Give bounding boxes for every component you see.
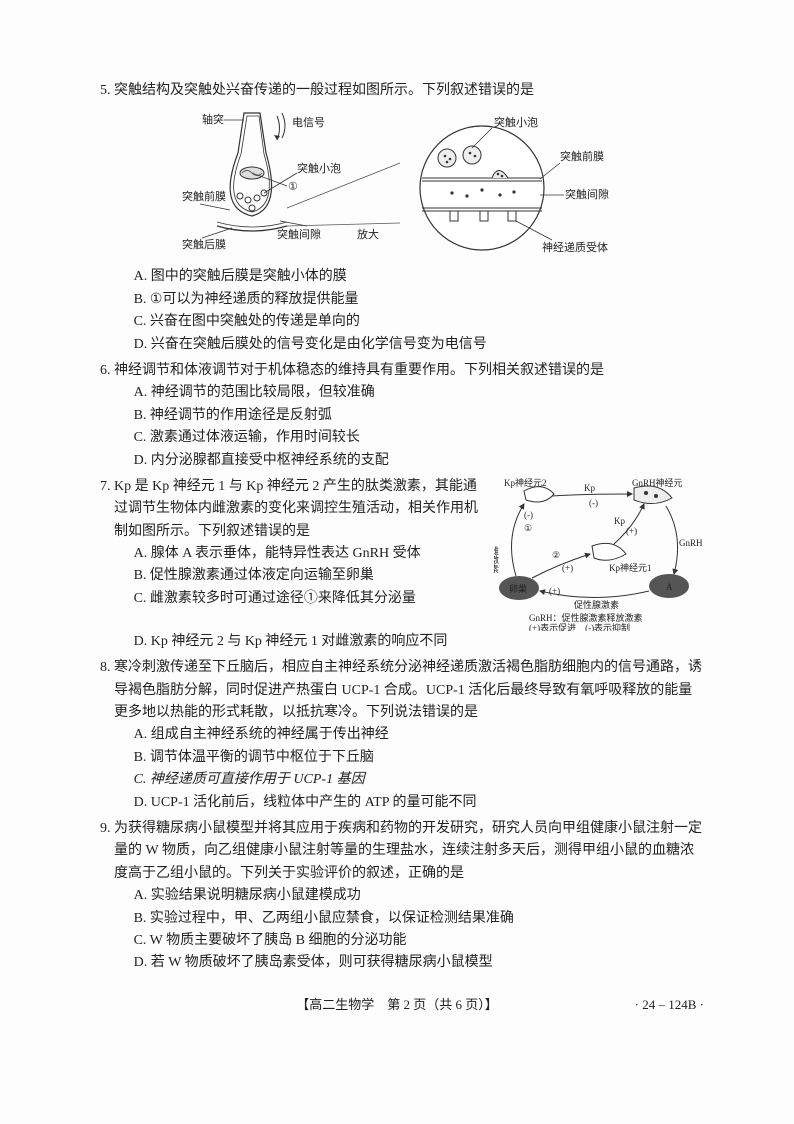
q7-label-plus2: (+): [549, 586, 560, 596]
q6-opt-d: D. 内分泌腺都直接受中枢神经系统的支配: [134, 450, 704, 472]
q5-label-signal: 电信号: [292, 116, 325, 129]
q7-label-ovary: 卵巢: [509, 583, 527, 594]
q5-label-cleft: 突触间隙: [277, 227, 321, 241]
q5-label-pre: 突触前膜: [182, 189, 226, 203]
q5-stem: 5. 突触结构及突触处兴奋传递的一般过程如图所示。下列叙述错误的是: [114, 80, 704, 102]
q5-opt-c: C. 兴奋在图中突触处的传递是单向的: [134, 311, 704, 333]
q7-label-two: ②: [552, 550, 560, 560]
q8-opt-c: C. 神经递质可直接作用于 UCP-1 基因: [134, 769, 704, 791]
q7-label-kp1: Kp神经元1: [609, 562, 652, 573]
page-footer-right: · 24 – 124B ·: [635, 995, 704, 1016]
q5-figure: 轴突 电信号 突触小泡 ① 突触前膜 突触后膜 突触间隙 放大: [100, 108, 704, 258]
q9-opt-b: B. 实验过程中，甲、乙两组小鼠应禁食，以保证检测结果准确: [134, 908, 704, 930]
q5-opt-d: D. 兴奋在突触后膜处的信号变化是由化学信号变为电信号: [134, 334, 704, 356]
q7-legend2: (+)表示促进 (-)表示抑制: [529, 622, 630, 631]
q7-label-kp2: Kp神经元2: [504, 477, 547, 488]
q7-label-gnrh: GnRH: [679, 538, 703, 548]
q5-opt-b: B. ①可以为神经递质的释放提供能量: [134, 289, 704, 311]
q6-stem: 6. 神经调节和体液调节对于机体稳态的维持具有重要作用。下列相关叙述错误的是: [114, 360, 704, 382]
q5-opt-a: A. 图中的突触后膜是突触小体的膜: [134, 266, 704, 288]
q6-opt-c: C. 激素通过体液运输，作用时间较长: [134, 427, 704, 449]
q8-stem: 8. 寒冷刺激传递至下丘脑后，相应自主神经系统分泌神经递质激活褐色脂肪细胞内的信…: [114, 657, 704, 724]
q7-label-gnrhn: GnRH神经元: [632, 477, 683, 488]
q6-opt-a: A. 神经调节的范围比较局限，但较准确: [134, 382, 704, 404]
q5-label-post: 突触后膜: [182, 237, 226, 251]
q5-label-vesicle: 突触小泡: [297, 161, 341, 175]
q5-label-axon: 轴突: [202, 112, 224, 126]
q7-opt-b: B. 促性腺激素通过体液定向运输至卵巢: [134, 565, 484, 587]
q8-opt-d: D. UCP-1 活化前后，线粒体中产生的 ATP 的量可能不同: [134, 792, 704, 814]
q7-label-est: 雌激素: [494, 545, 499, 573]
q7-figure: Kp神经元2 GnRH神经元 Kp神经元1 A 卵巢 Kp: [494, 476, 704, 631]
q7-label-A: A: [666, 582, 673, 592]
q7-opt-d: D. Kp 神经元 2 与 Kp 神经元 1 对雌激素的响应不同: [134, 631, 704, 653]
q9-opt-d: D. 若 W 物质破坏了胰岛素受体，则可获得糖尿病小鼠模型: [134, 952, 704, 974]
q5-label-one: ①: [288, 181, 298, 193]
q7-label-kp-a: Kp: [584, 483, 595, 493]
q8-opt-a: A. 组成自主神经系统的神经属于传出神经: [134, 724, 704, 746]
q7-label-plus3: (+): [562, 563, 573, 573]
q7-label-plus1: (+): [626, 526, 637, 536]
q7-label-kp-b: Kp: [614, 516, 625, 526]
q7-label-gonad: 促性腺激素: [574, 599, 619, 610]
q5-label-vesicle2: 突触小泡: [494, 115, 538, 129]
q5-label-receptor: 神经递质受体: [542, 240, 608, 254]
q7-label-minus1: (-): [589, 498, 598, 508]
q9-opt-c: C. W 物质主要破坏了胰岛 B 细胞的分泌功能: [134, 930, 704, 952]
q7-stem: 7. Kp 是 Kp 神经元 1 与 Kp 神经元 2 产生的肽类激素，其能通过…: [114, 476, 484, 543]
q7-label-one: ①: [524, 523, 532, 533]
q5-label-pre2: 突触前膜: [560, 149, 604, 163]
q7-opt-c: C. 雌激素较多时可通过途径①来降低其分泌量: [134, 588, 484, 610]
q9-stem: 9. 为获得糖尿病小鼠模型并将其应用于疾病和药物的开发研究，研究人员向甲组健康小…: [114, 818, 704, 885]
q7-opt-a: A. 腺体 A 表示垂体，能特异性表达 GnRH 受体: [134, 543, 484, 565]
q9-opt-a: A. 实验结果说明糖尿病小鼠建模成功: [134, 885, 704, 907]
q8-opt-b: B. 调节体温平衡的调节中枢位于下丘脑: [134, 747, 704, 769]
q5-label-cleft2: 突触间隙: [565, 187, 609, 201]
q7-legend1: GnRH：促性腺激素释放激素: [529, 612, 643, 623]
q6-opt-b: B. 神经调节的作用途径是反射弧: [134, 405, 704, 427]
q5-label-magnify: 放大: [357, 227, 379, 241]
q7-label-minus2: (-): [524, 510, 533, 520]
